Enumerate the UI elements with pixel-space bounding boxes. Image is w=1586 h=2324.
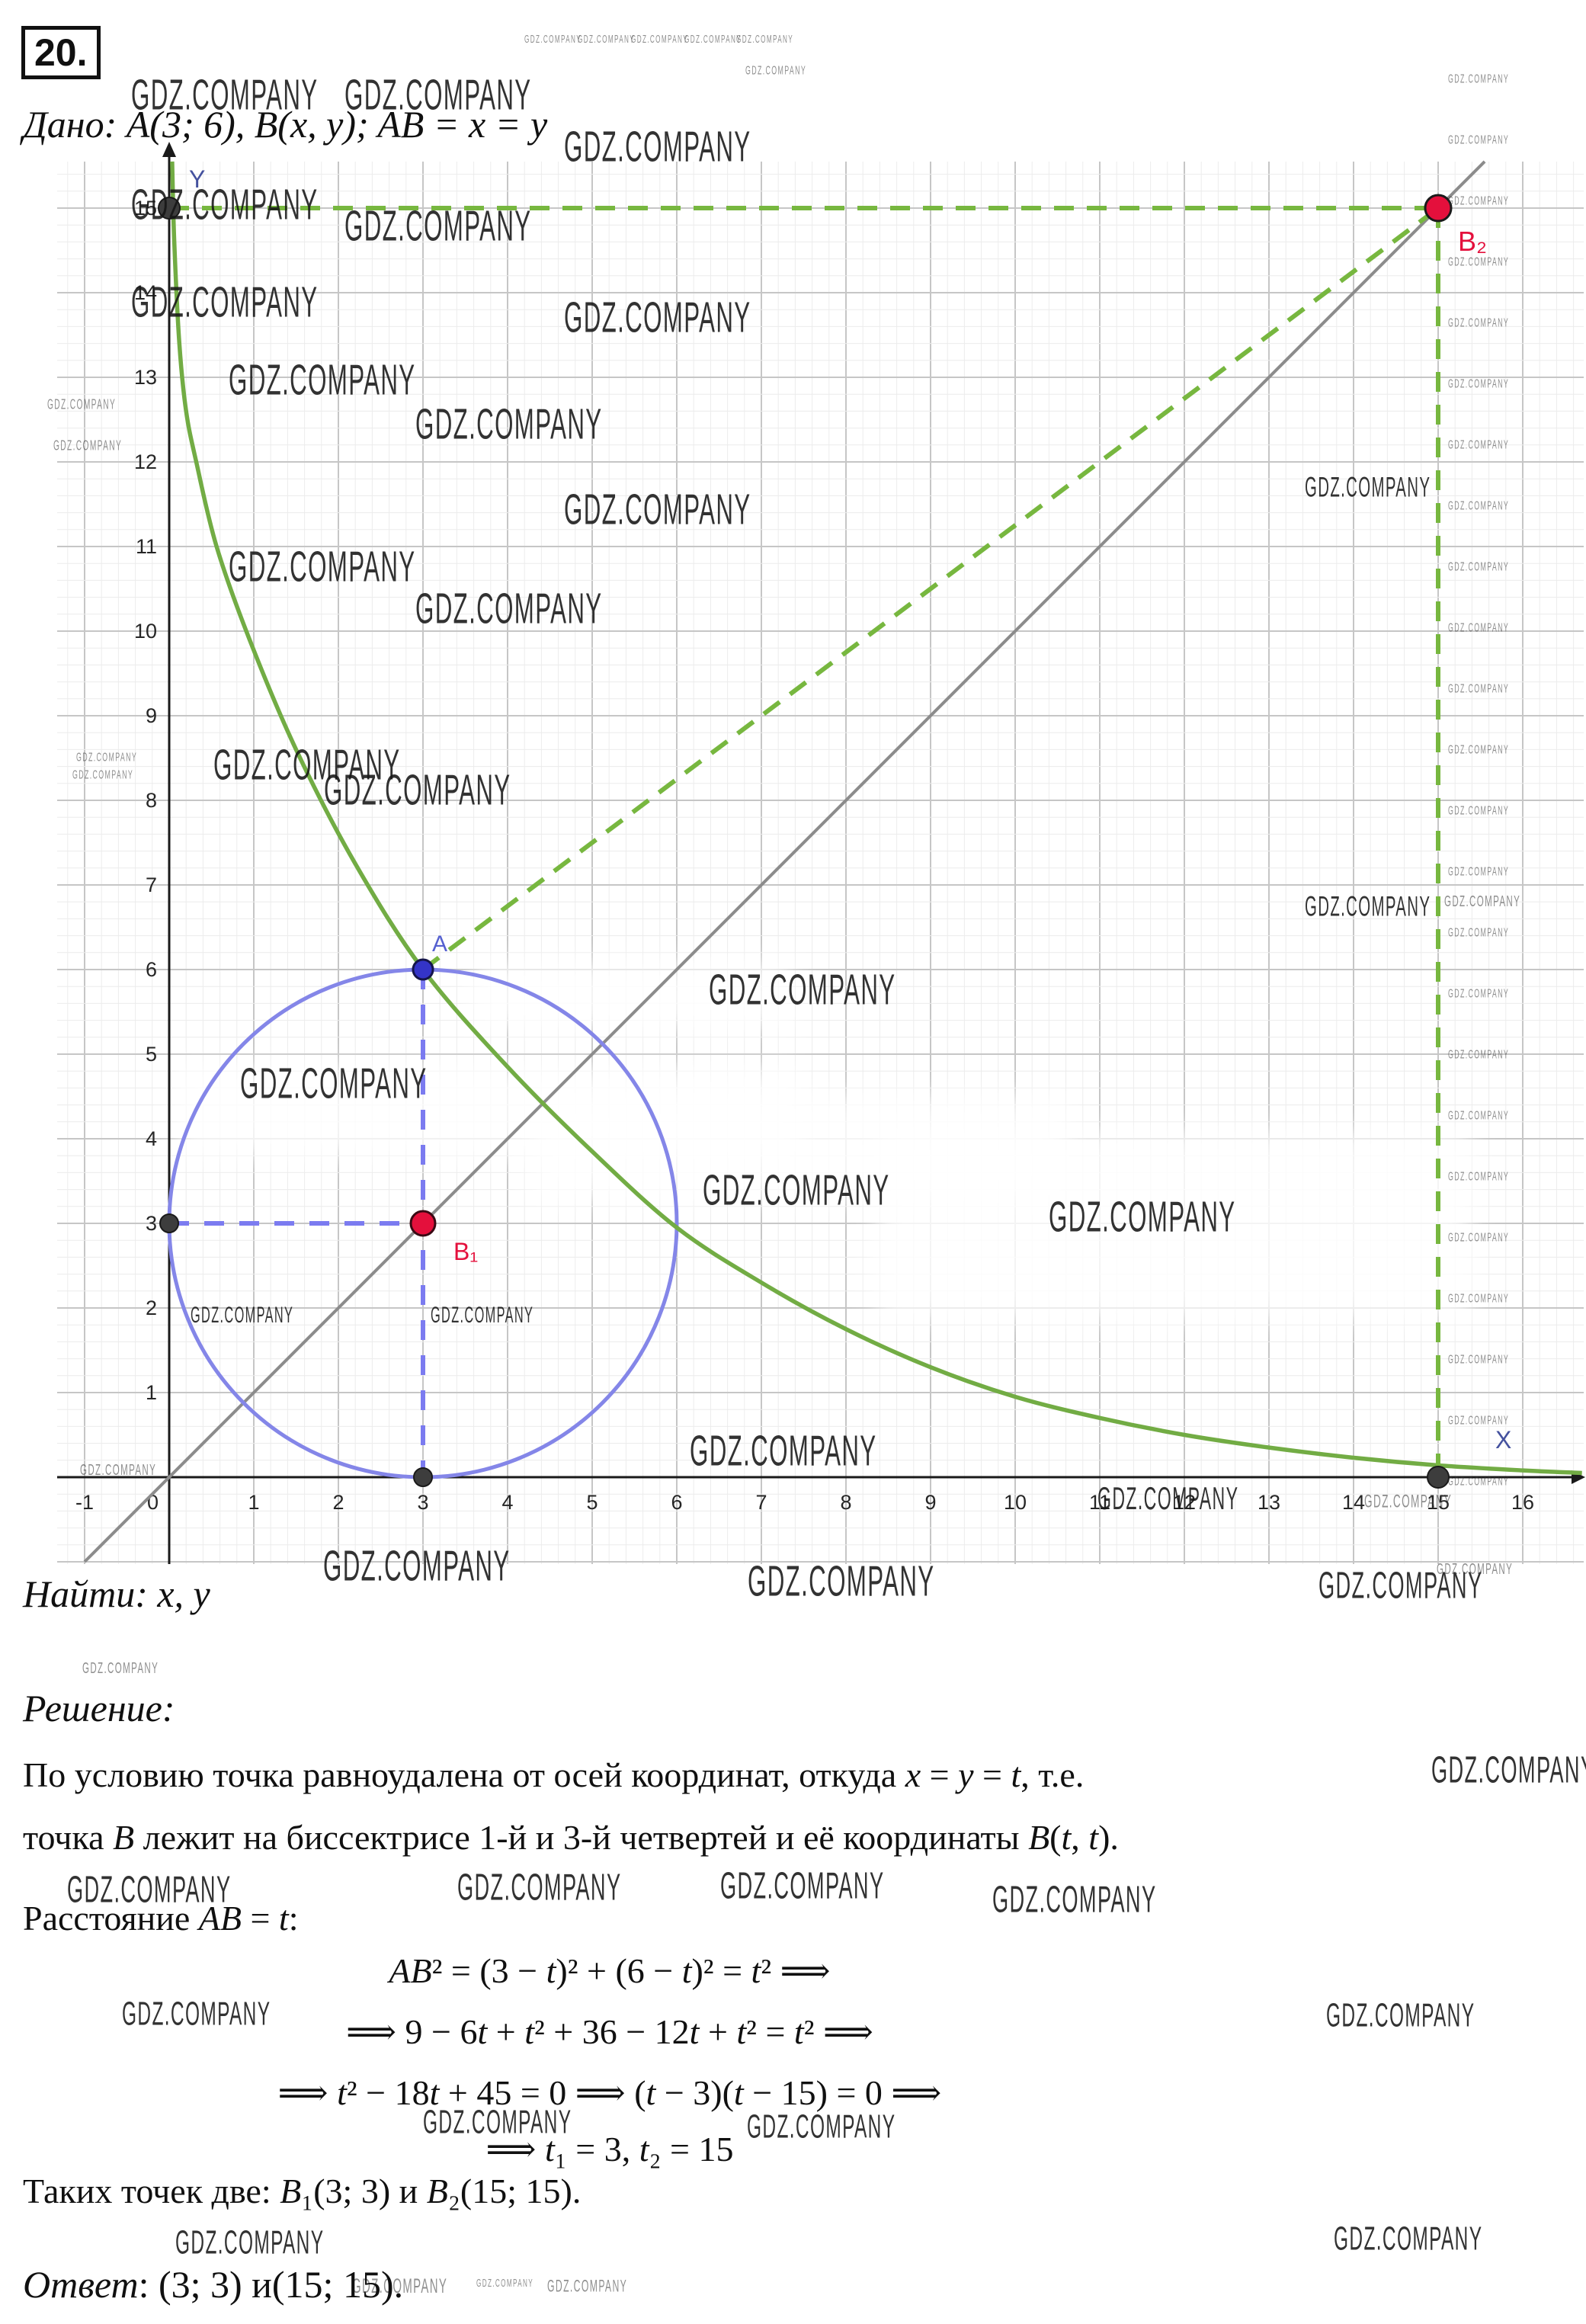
svg-text:13: 13 [134, 366, 157, 389]
axis-intercept-dot [159, 1213, 179, 1233]
svg-text:1: 1 [248, 1491, 259, 1514]
axis-intercept-dot [1427, 1466, 1450, 1489]
solution-paragraph-2: точка B лежит на биссектрисе 1-й и 3-й ч… [23, 1818, 1119, 1857]
svg-text:11: 11 [1089, 1491, 1110, 1514]
white-watermark-band [175, 962, 1471, 1320]
svg-text:2: 2 [332, 1491, 344, 1514]
svg-text:4: 4 [146, 1127, 157, 1150]
x-axis-label: X [1495, 1426, 1511, 1454]
answer-label: Ответ [23, 2263, 139, 2306]
find-line: Найти: x, y [23, 1572, 210, 1615]
svg-text:16: 16 [1511, 1491, 1534, 1514]
watermark-text: GDZ.COMPANY [1326, 1995, 1475, 2034]
svg-text:10: 10 [134, 620, 157, 643]
svg-text:12: 12 [1173, 1491, 1196, 1514]
svg-text:15: 15 [134, 197, 157, 220]
dashed-green-segment [421, 206, 1440, 972]
equation-line-2: ⟹ 9 − 6t + t² + 36 − 12t + t² = t² ⟹ [346, 2012, 873, 2051]
svg-text:8: 8 [146, 789, 157, 812]
svg-text:9: 9 [924, 1491, 936, 1514]
point-label-b₂: B₂ [1458, 226, 1487, 257]
coordinate-plane: -1 0 1 2 3 4 5 6 7 8 9 10 11 12 13 14 15 1612345678910111… [57, 142, 1585, 1564]
svg-text:5: 5 [146, 1043, 157, 1066]
svg-text:3: 3 [417, 1491, 428, 1514]
watermark-text: GDZ.COMPANY [547, 2276, 628, 2296]
svg-text:15: 15 [1427, 1491, 1450, 1514]
svg-text:7: 7 [146, 874, 157, 896]
watermark-text: GDZ.COMPANY [457, 1867, 622, 1909]
axis-intercept-dot [158, 197, 181, 220]
point-b₁ [409, 1210, 437, 1237]
point-b₂ [1424, 194, 1453, 223]
svg-text:10: 10 [1004, 1491, 1027, 1514]
equation-line-4: ⟹ t₁ = 3, t₂ = 15 [485, 2130, 734, 2169]
locus-curve [170, 161, 1582, 1476]
point-a [412, 958, 434, 981]
watermark-text: GDZ.COMPANY [82, 1659, 159, 1677]
svg-text:6: 6 [671, 1491, 682, 1514]
watermark-text: GDZ.COMPANY [476, 2276, 534, 2290]
watermark-text: GDZ.COMPANY [720, 1865, 885, 1907]
svg-text:13: 13 [1258, 1491, 1280, 1514]
svg-text:5: 5 [586, 1491, 598, 1514]
answer-value: : (3; 3) и(15; 15). [138, 2263, 404, 2306]
watermark-text: GDZ.COMPANY [1431, 1749, 1586, 1791]
svg-text:4: 4 [501, 1491, 513, 1514]
watermark-text: GDZ.COMPANY [992, 1879, 1157, 1921]
y-axis-label: Y [189, 165, 205, 193]
answer-line: Ответ: (3; 3) и(15; 15). [23, 2262, 403, 2306]
svg-text:14: 14 [134, 281, 157, 304]
problem-number: 20. [34, 31, 88, 74]
svg-text:12: 12 [134, 450, 157, 473]
problem-number-badge: 20. [21, 26, 101, 79]
svg-text:9: 9 [146, 704, 157, 727]
svg-text:6: 6 [146, 958, 157, 981]
axis-intercept-dot [413, 1467, 433, 1487]
svg-text:2: 2 [146, 1297, 157, 1319]
point-label-b₁: B₁ [453, 1238, 478, 1265]
equation-line-1: AB² = (3 − t)² + (6 − t)² = t² ⟹ [389, 1951, 831, 1990]
solution-label: Решение: [23, 1687, 175, 1729]
solution-paragraph-1: По условию точка равноудалена от осей ко… [23, 1755, 1085, 1794]
svg-text:8: 8 [840, 1491, 851, 1514]
watermark-text: GDZ.COMPANY [1334, 2219, 1483, 2258]
svg-text:11: 11 [136, 535, 157, 558]
equation-line-3: ⟹ t² − 18t + 45 = 0 ⟹ (t − 3)(t − 15) = … [277, 2073, 942, 2112]
solution-paragraph-3: Расстояние AB = t: [23, 1899, 299, 1938]
svg-text:-1: -1 [75, 1491, 94, 1514]
point-label-a: A [432, 931, 447, 957]
given-line: Дано: A(3; 6), B(x, y); AB = x = y [23, 103, 548, 146]
bisector-line [83, 160, 1486, 1563]
conclusion-line: Таких точек две: B₁(3; 3) и B₂(15; 15). [23, 2172, 582, 2210]
svg-text:1: 1 [146, 1381, 157, 1404]
svg-text:7: 7 [755, 1491, 767, 1514]
watermark-text: GDZ.COMPANY [175, 2223, 325, 2261]
svg-text:14: 14 [1342, 1491, 1365, 1514]
svg-text:3: 3 [146, 1212, 157, 1235]
